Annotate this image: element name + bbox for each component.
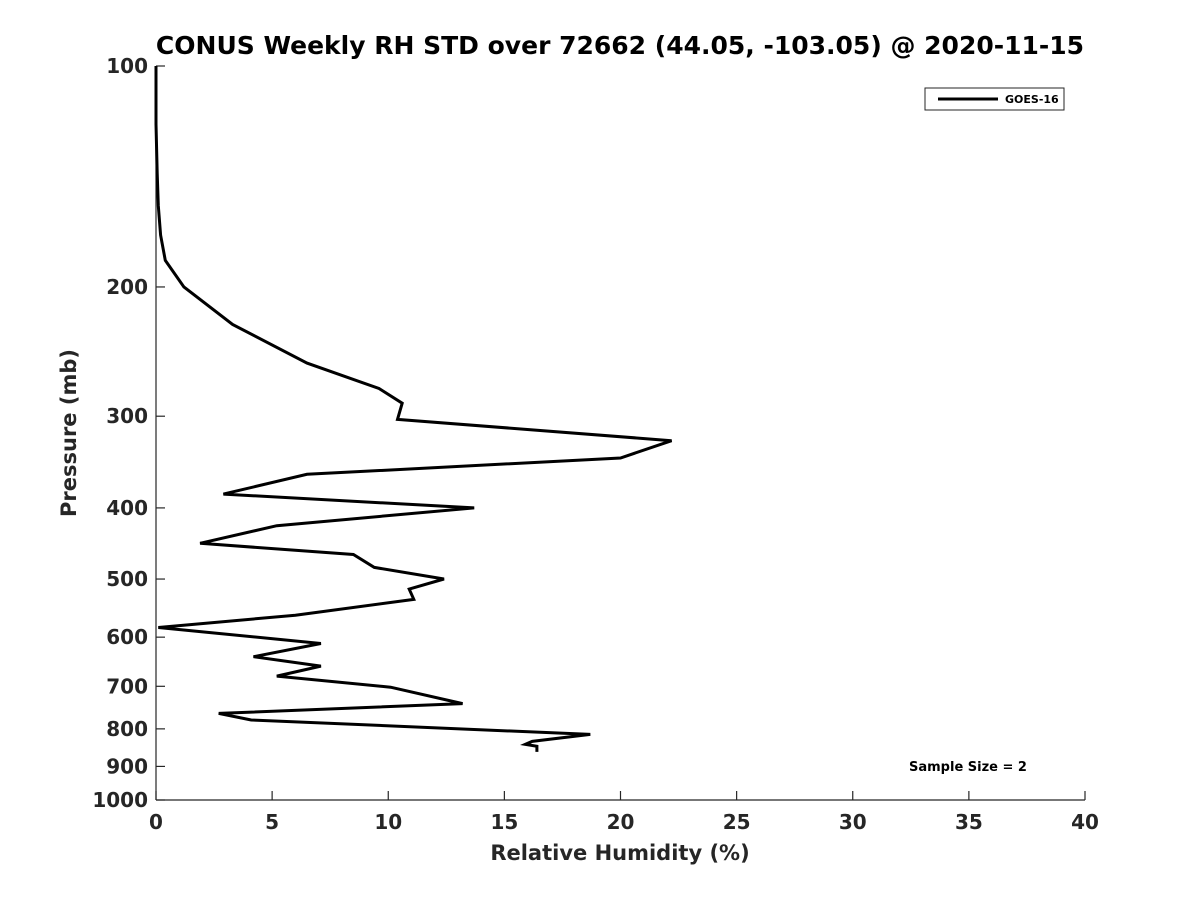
y-tick-label: 500 [106,567,148,591]
x-tick-label: 35 [955,810,983,834]
x-tick-label: 25 [723,810,751,834]
y-tick-label: 400 [106,496,148,520]
series-layer [154,66,673,752]
x-tick-label: 10 [374,810,402,834]
y-tick-label: 100 [106,54,148,78]
x-tick-label: 5 [265,810,279,834]
x-axis-label: Relative Humidity (%) [490,841,749,865]
y-tick-label: 300 [106,404,148,428]
y-tick-label: 200 [106,275,148,299]
sample-size-annotation: Sample Size = 2 [909,760,1027,775]
y-tick-label: 900 [106,754,148,778]
y-tick-label: 1000 [92,788,148,812]
y-axis-ticks: 100 200 300 400 500 600 700 800 900 1000 [92,54,165,812]
chart-title: CONUS Weekly RH STD over 72662 (44.05, -… [156,31,1084,60]
x-tick-label: 20 [607,810,635,834]
y-tick-label: 600 [106,625,148,649]
x-axis-ticks: 0 5 10 15 20 25 30 35 40 [149,791,1099,834]
y-tick-label: 800 [106,717,148,741]
y-axis-label: Pressure (mb) [57,349,81,517]
x-tick-label: 30 [839,810,867,834]
y-tick-label: 700 [106,674,148,698]
x-tick-label: 15 [490,810,518,834]
x-tick-label: 40 [1071,810,1099,834]
x-tick-label: 0 [149,810,163,834]
legend-label-goes16: GOES-16 [1005,93,1059,106]
series-line-goes-16 [154,66,673,752]
legend: GOES-16 [924,87,1065,111]
